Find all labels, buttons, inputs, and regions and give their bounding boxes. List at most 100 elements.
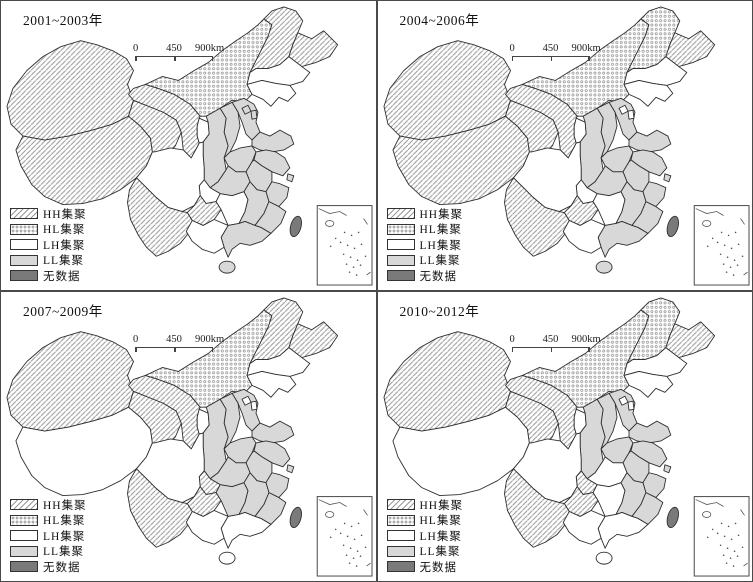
scale-line: [511, 347, 590, 354]
province-liaoning: [246, 80, 297, 107]
legend-item-hl: HL集聚: [10, 513, 87, 529]
map-panel: 2007~2009年 0 450 900km HH集聚 HL集聚: [0, 291, 377, 582]
scale-tick: [135, 348, 137, 352]
legend-label: HH集聚: [419, 208, 464, 221]
province-tianjin: [627, 400, 634, 411]
province-taiwan: [289, 506, 302, 529]
province-hainan: [218, 551, 236, 565]
province-guangxi: [562, 510, 606, 545]
scale-tick: [174, 57, 176, 61]
legend-swatch-lh: [10, 530, 38, 542]
panel-title: 2010~2012年: [399, 304, 480, 319]
legend: HH集聚 HL集聚 LH集聚 LL集聚 无数据: [386, 206, 464, 284]
legend-label: LL集聚: [419, 255, 461, 268]
legend-swatch-ll: [10, 545, 38, 557]
legend-swatch-hl: [386, 223, 415, 235]
legend-label: 无数据: [43, 270, 81, 283]
legend-swatch-nd: [10, 561, 38, 573]
province-liaoning: [623, 371, 673, 398]
scale-label-zero: 0: [133, 334, 139, 345]
south-china-sea-inset: [693, 205, 750, 286]
province-hainan: [595, 551, 613, 565]
province-guangdong: [220, 221, 272, 258]
legend-label: LL集聚: [419, 546, 461, 559]
provinces: [383, 297, 715, 565]
legend-label: LH集聚: [419, 530, 462, 543]
scale-bar: 0 450 900km: [133, 43, 224, 63]
legend: HH集聚 HL集聚 LH集聚 LL集聚 无数据: [10, 206, 87, 284]
legend-label: HL集聚: [43, 515, 86, 528]
province-guangdong: [597, 221, 648, 258]
province-shandong: [628, 129, 671, 153]
legend-item-ll: LL集聚: [10, 544, 87, 560]
legend-item-lh: LH集聚: [10, 237, 87, 253]
province-heilongjiang-east: [288, 321, 339, 358]
province-yunnan: [503, 177, 570, 257]
scale-label-max: 900km: [571, 43, 601, 54]
province-hainan: [595, 260, 613, 274]
province-heilongjiang-east: [664, 321, 715, 358]
scale-label-mid: 450: [542, 43, 559, 54]
scale-label-mid: 450: [166, 43, 182, 54]
province-shandong: [251, 420, 295, 444]
province-taiwan: [666, 215, 679, 238]
province-heilongjiang-east: [664, 30, 715, 67]
province-shanghai: [662, 464, 671, 474]
legend-item-ll: LL集聚: [10, 253, 87, 269]
scale-tick: [588, 57, 590, 61]
province-shanghai: [286, 173, 295, 183]
island-dots: [706, 231, 743, 276]
legend-item-ll: LL集聚: [386, 544, 464, 560]
legend-item-hl: HL集聚: [386, 222, 464, 238]
legend-swatch-hh: [10, 499, 38, 511]
legend-label: 无数据: [419, 270, 457, 283]
province-liaoning: [246, 371, 297, 398]
legend-label: 无数据: [419, 561, 457, 574]
legend-label: HH集聚: [43, 499, 87, 512]
scale-labels: 0 450 900km: [133, 334, 224, 347]
legend-item-lh: LH集聚: [10, 528, 87, 544]
legend-item-lh: LH集聚: [386, 237, 464, 253]
scale-line: [511, 56, 590, 63]
scale-tick: [588, 348, 590, 352]
china-map: [383, 6, 750, 286]
legend-label: LH集聚: [43, 530, 86, 543]
legend-label: HL集聚: [43, 224, 86, 237]
provinces: [6, 297, 339, 565]
legend-label: LL集聚: [43, 546, 85, 559]
province-yunnan: [127, 177, 193, 257]
legend-swatch-hl: [386, 514, 415, 526]
legend-item-hh: HH集聚: [386, 497, 464, 513]
china-map: [6, 297, 373, 577]
legend-swatch-nd: [386, 270, 415, 282]
island-dots: [706, 522, 743, 567]
map-panel: 2004~2006年 0 450 900km HH集聚 HL集聚: [376, 0, 753, 291]
province-taiwan: [666, 506, 679, 529]
scale-label-zero: 0: [133, 43, 139, 54]
legend-item-hh: HH集聚: [10, 497, 87, 513]
province-yunnan: [127, 468, 193, 548]
scale-line: [135, 347, 213, 354]
legend-swatch-ll: [10, 254, 38, 266]
map-panel: 2010~2012年 0 450 900km HH集聚 HL集聚: [376, 291, 753, 582]
south-china-sea-inset: [316, 205, 373, 286]
legend-swatch-ll: [386, 545, 415, 557]
province-yunnan: [503, 468, 570, 548]
scale-tick: [511, 57, 513, 61]
legend-swatch-lh: [386, 530, 415, 542]
panel-title: 2007~2009年: [23, 304, 103, 319]
scale-tick: [135, 57, 137, 61]
panel-title: 2004~2006年: [399, 13, 480, 28]
legend: HH集聚 HL集聚 LH集聚 LL集聚 无数据: [386, 497, 464, 575]
scale-label-max: 900km: [195, 43, 225, 54]
south-china-sea-inset: [316, 496, 373, 577]
scale-label-max: 900km: [195, 334, 225, 345]
province-guangxi: [185, 510, 229, 545]
legend-label: LH集聚: [43, 239, 86, 252]
legend-item-nd: 无数据: [386, 268, 464, 284]
scale-label-zero: 0: [509, 334, 515, 345]
legend-item-nd: 无数据: [386, 559, 464, 575]
province-guangxi: [562, 219, 606, 254]
scale-tick: [211, 57, 213, 61]
